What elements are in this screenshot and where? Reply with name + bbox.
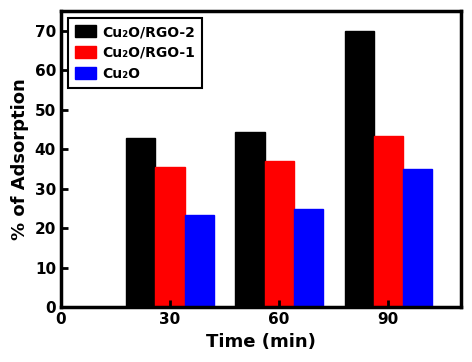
Bar <box>374 136 403 307</box>
Bar <box>403 169 432 307</box>
Bar <box>155 167 185 307</box>
Bar <box>185 215 214 307</box>
Bar <box>345 31 374 307</box>
X-axis label: Time (min): Time (min) <box>206 333 316 351</box>
Bar <box>294 209 323 307</box>
Bar <box>126 138 155 307</box>
Legend: Cu₂O/RGO-2, Cu₂O/RGO-1, Cu₂O: Cu₂O/RGO-2, Cu₂O/RGO-1, Cu₂O <box>68 18 202 88</box>
Bar <box>236 132 264 307</box>
Bar <box>264 161 294 307</box>
Y-axis label: % of Adsorption: % of Adsorption <box>11 79 29 240</box>
